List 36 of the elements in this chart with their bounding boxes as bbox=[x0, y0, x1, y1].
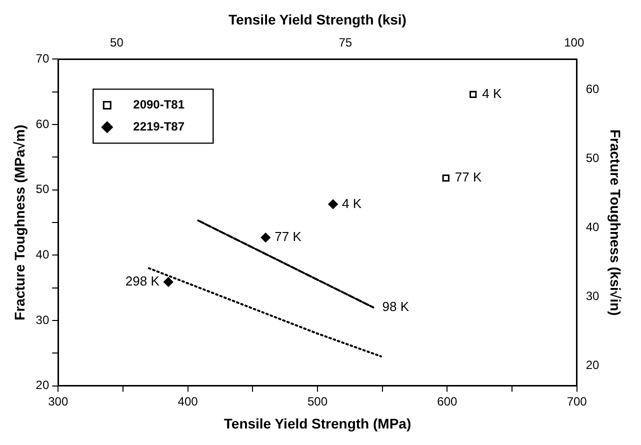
y-tick-label: 50 bbox=[36, 182, 50, 196]
x2-tick-label: 100 bbox=[564, 35, 584, 50]
y2-axis-title: Fracture Toughness (ksi√in) bbox=[608, 129, 624, 316]
y-tick-label: 70 bbox=[36, 52, 50, 66]
annotation: 77 K bbox=[454, 170, 482, 185]
y-tick-label: 30 bbox=[36, 312, 50, 327]
point bbox=[260, 232, 270, 242]
x2-axis-title: Tensile Yield Strength (ksi) bbox=[228, 11, 406, 28]
y2-tick-label: 60 bbox=[586, 82, 600, 96]
y2-tick-label: 40 bbox=[586, 220, 600, 234]
annotation: 4 K bbox=[342, 196, 362, 211]
x-tick-label: 500 bbox=[307, 394, 328, 408]
x-axis-title: Tensile Yield Strength (MPa) bbox=[224, 415, 412, 432]
point bbox=[328, 199, 338, 209]
y-tick-label: 60 bbox=[36, 116, 50, 131]
y-axis-title: Fracture Toughness (MPa√m) bbox=[11, 124, 28, 320]
annotation: 77 K bbox=[274, 229, 302, 244]
x-tick-label: 700 bbox=[566, 394, 588, 408]
y-tick-label: 40 bbox=[36, 247, 50, 262]
x-tick-label: 600 bbox=[437, 394, 458, 408]
y2-tick-label: 30 bbox=[586, 289, 600, 304]
x2-tick-label: 75 bbox=[338, 35, 352, 50]
y2-tick-label: 50 bbox=[586, 150, 600, 165]
legend-label: 2090-T81 bbox=[133, 98, 185, 112]
annotation: 4 K bbox=[482, 86, 502, 102]
legend-label: 2219-T87 bbox=[133, 120, 185, 134]
y2-tick-label: 20 bbox=[586, 358, 600, 372]
x-tick-label: 300 bbox=[48, 394, 68, 408]
x-tick-label: 400 bbox=[178, 394, 198, 408]
annotation: 98 K bbox=[382, 298, 410, 314]
point bbox=[442, 174, 450, 182]
point bbox=[164, 277, 174, 287]
x2-tick-label: 50 bbox=[110, 35, 124, 50]
annotation: 298 K bbox=[125, 274, 160, 289]
y-tick-label: 20 bbox=[36, 378, 50, 392]
point bbox=[470, 90, 477, 98]
